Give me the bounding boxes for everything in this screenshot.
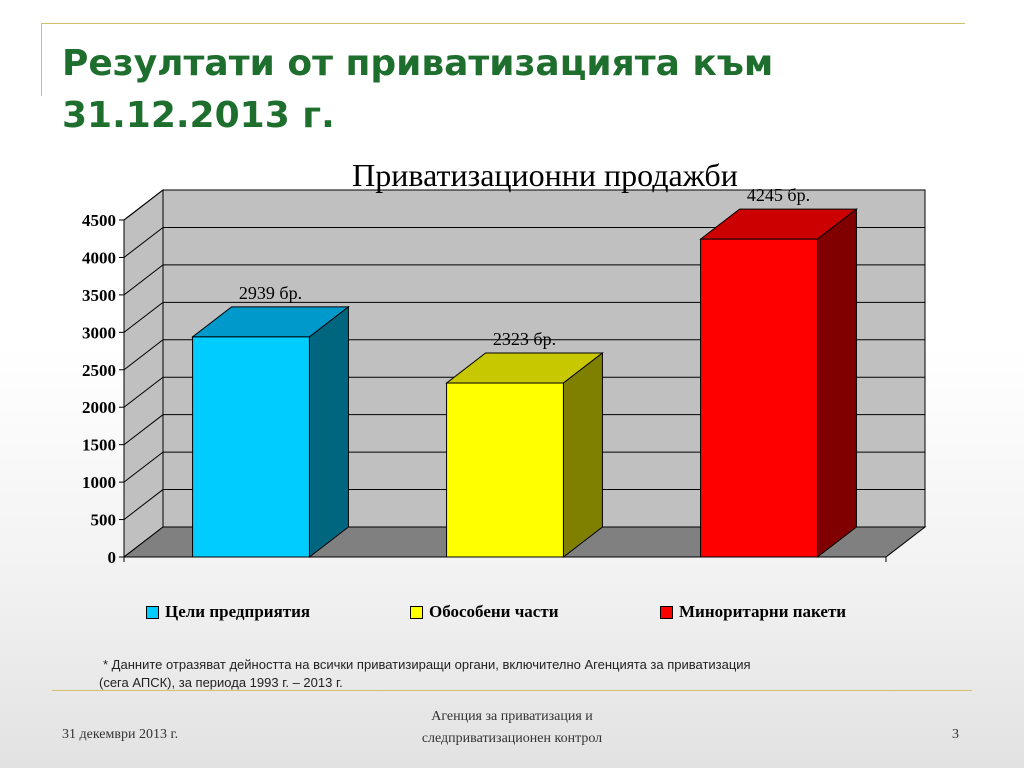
footer-date: 31 декември 2013 г. bbox=[62, 727, 179, 742]
bar-separate-parts bbox=[446, 382, 564, 558]
y-tick-label: 4500 bbox=[82, 211, 116, 230]
y-gridline bbox=[123, 339, 925, 371]
chart-legend: Цели предприятия Обособени части Минорит… bbox=[0, 602, 1024, 624]
y-gridline bbox=[123, 451, 925, 483]
legend-label-whole-enterprises: Цели предприятия bbox=[165, 602, 311, 621]
data-label-separate-parts: 2323 бр. bbox=[493, 329, 556, 349]
legend-swatch-separate-parts bbox=[410, 605, 423, 619]
legend-label-separate-parts: Обособени части bbox=[429, 602, 559, 621]
y-gridline bbox=[123, 414, 925, 446]
chart-side-wall bbox=[123, 188, 164, 559]
bar-side-separate-parts bbox=[562, 352, 603, 559]
bar-side-whole-enterprises bbox=[308, 305, 349, 559]
y-tick-label: 1000 bbox=[82, 473, 116, 492]
footnote: * Данните отразяват дейността на всички … bbox=[99, 656, 903, 692]
slide-title-line1: Резултати от приватизацията към bbox=[62, 43, 774, 84]
data-label-minority-stakes: 4245 бр. bbox=[747, 185, 810, 205]
chart-title: Приватизационни продажби bbox=[352, 157, 738, 193]
top-rule bbox=[41, 23, 965, 24]
footnote-line2: (сега АПСК), за периода 1993 г. – 2013 г… bbox=[99, 675, 343, 690]
footnote-line1: * Данните отразяват дейността на всички … bbox=[103, 657, 751, 672]
y-tick-label: 1500 bbox=[82, 436, 116, 455]
y-tick-label: 0 bbox=[108, 548, 117, 567]
y-tick-label: 4000 bbox=[82, 248, 116, 267]
y-gridline bbox=[123, 301, 925, 333]
y-tick-label: 3500 bbox=[82, 286, 116, 305]
bar-whole-enterprises bbox=[192, 336, 310, 558]
y-tick-label: 2500 bbox=[82, 361, 116, 380]
footer-agency-line2: следприватизационен контрол bbox=[421, 731, 603, 746]
legend-swatch-minority-stakes bbox=[660, 605, 673, 619]
y-gridline bbox=[123, 264, 925, 296]
bar-side-minority-stakes bbox=[816, 208, 857, 559]
legend-swatch-whole-enterprises bbox=[146, 605, 159, 619]
footer-rule bbox=[52, 690, 972, 691]
y-tick-label: 3000 bbox=[82, 323, 116, 342]
y-tick-label: 2000 bbox=[82, 398, 116, 417]
slide-title-line2: 31.12.2013 г. bbox=[62, 95, 335, 136]
bar-minority-stakes bbox=[700, 238, 818, 558]
chart-gridlines bbox=[123, 189, 925, 520]
legend-item-separate-parts: Обособени части bbox=[410, 602, 558, 622]
legend-item-minority-stakes: Миноритарни пакети bbox=[660, 602, 846, 622]
y-gridline bbox=[123, 376, 925, 408]
y-gridline bbox=[123, 489, 925, 520]
footer-agency: Агенция за приватизация и следприватизац… bbox=[380, 706, 644, 750]
page-number: 3 bbox=[952, 727, 959, 742]
y-gridline bbox=[123, 226, 925, 258]
legend-item-whole-enterprises: Цели предприятия bbox=[146, 602, 310, 622]
chart-text: 0 500 1000 1500 2000 2500 3000 3500 4000 4500 2939… bbox=[82, 157, 810, 567]
legend-label-minority-stakes: Миноритарни пакети bbox=[679, 602, 847, 621]
left-rule bbox=[41, 23, 42, 96]
bar-chart: 0 500 1000 1500 2000 2500 3000 3500 4000 4500 2939… bbox=[82, 157, 927, 567]
footer-agency-line1: Агенция за приватизация и bbox=[431, 709, 593, 724]
y-tick-label: 500 bbox=[91, 511, 117, 530]
chart-bars bbox=[191, 208, 858, 559]
data-label-whole-enterprises: 2939 бр. bbox=[239, 283, 302, 303]
slide-title: Резултати от приватизацията към 31.12.20… bbox=[62, 38, 773, 142]
y-gridline bbox=[123, 189, 925, 221]
